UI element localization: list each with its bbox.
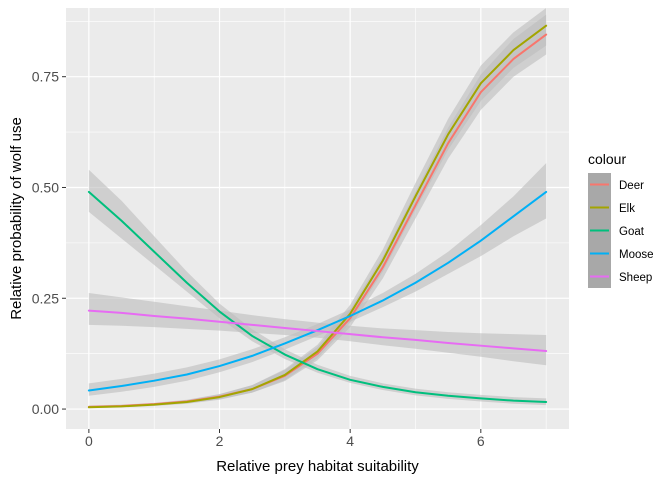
y-tick-label: 0.00 xyxy=(32,401,59,417)
grid-lines xyxy=(66,8,569,429)
legend: colour Deer Elk Goat Moose Sheep xyxy=(588,151,654,288)
legend-title: colour xyxy=(588,151,626,167)
confidence-band-elk xyxy=(88,8,547,409)
confidence-band-sheep xyxy=(88,292,547,366)
legend-item-elk: Elk xyxy=(588,196,635,219)
series-line-sheep xyxy=(87,309,548,352)
legend-item-sheep: Sheep xyxy=(588,265,652,288)
y-axis-title: Relative probability of wolf use xyxy=(8,117,25,320)
x-tick-label: 2 xyxy=(216,433,224,449)
series-line-goat xyxy=(87,190,548,403)
legend-item-moose: Moose xyxy=(588,242,654,265)
legend-item-deer: Deer xyxy=(588,173,644,196)
legend-label: Sheep xyxy=(619,272,652,284)
x-tick-label: 0 xyxy=(85,433,93,449)
y-tick-label: 0.25 xyxy=(32,290,59,306)
axes: 0 2 4 6 0.00 0.25 0.50 0.75 xyxy=(32,69,485,449)
legend-label: Deer xyxy=(619,180,644,192)
legend-item-goat: Goat xyxy=(588,219,645,242)
legend-label: Moose xyxy=(619,249,654,261)
legend-label: Goat xyxy=(619,226,645,238)
y-tick-label: 0.50 xyxy=(32,179,59,195)
series-lines xyxy=(87,24,548,409)
y-tick-label: 0.75 xyxy=(32,69,59,85)
series-line-elk xyxy=(87,24,548,409)
x-tick-label: 4 xyxy=(346,433,354,449)
legend-label: Elk xyxy=(619,203,635,215)
confidence-bands xyxy=(88,8,547,409)
x-axis-title: Relative prey habitat suitability xyxy=(216,458,419,475)
x-tick-label: 6 xyxy=(477,433,485,449)
